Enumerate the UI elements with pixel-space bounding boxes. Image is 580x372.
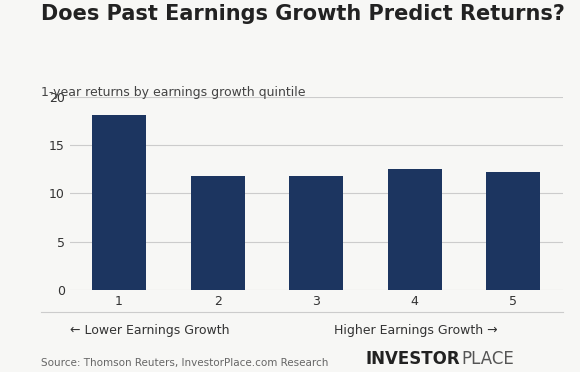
Text: Source: Thomson Reuters, InvestorPlace.com Research: Source: Thomson Reuters, InvestorPlace.c… — [41, 358, 328, 368]
Text: Higher Earnings Growth →: Higher Earnings Growth → — [334, 324, 497, 337]
Text: 1-year returns by earnings growth quintile: 1-year returns by earnings growth quinti… — [41, 86, 305, 99]
Text: PLACE: PLACE — [461, 350, 514, 368]
Bar — [92, 115, 146, 290]
Bar — [190, 176, 245, 290]
Text: INVESTOR: INVESTOR — [365, 350, 460, 368]
Bar — [289, 176, 343, 290]
Text: Does Past Earnings Growth Predict Returns?: Does Past Earnings Growth Predict Return… — [41, 4, 564, 24]
Bar — [486, 172, 540, 290]
Bar — [387, 169, 442, 290]
Text: ← Lower Earnings Growth: ← Lower Earnings Growth — [70, 324, 229, 337]
